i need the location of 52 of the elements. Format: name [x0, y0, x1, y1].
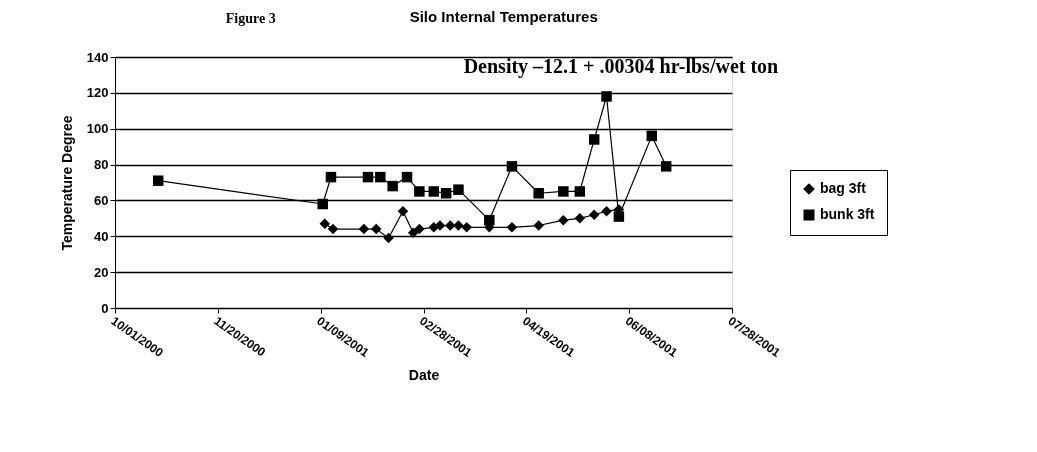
point: [428, 186, 440, 197]
point: [558, 214, 569, 226]
point: [440, 188, 452, 199]
point: [397, 205, 409, 217]
point: [362, 171, 374, 183]
legend-label: bunk 3ft: [820, 206, 875, 222]
point: [601, 91, 612, 102]
point: [319, 218, 331, 229]
point: [506, 161, 518, 172]
y-tick-label: 40: [94, 228, 109, 244]
annotation: Density –12.1 + .00304 hr-lbs/wet ton: [463, 55, 779, 78]
point: [484, 214, 495, 226]
point: [533, 220, 544, 231]
point: [533, 188, 544, 199]
y-tick-label: 20: [94, 264, 109, 280]
point: [660, 161, 672, 172]
point: [574, 213, 586, 224]
point: [407, 227, 419, 238]
y-tick-label: 100: [86, 121, 109, 137]
point: [375, 171, 386, 183]
point: [383, 232, 394, 244]
point: [461, 222, 472, 233]
point: [414, 223, 425, 235]
x-axis-title: Date: [408, 366, 440, 383]
point: [601, 205, 612, 217]
y-axis-title: Temperature Degree: [58, 115, 75, 251]
point: [453, 184, 464, 195]
point: [453, 220, 464, 231]
point: [414, 186, 425, 197]
chart-title: Silo Internal Temperatures: [409, 8, 598, 25]
point: [358, 223, 370, 235]
point: [588, 209, 600, 221]
y-tick-label: 0: [101, 300, 109, 316]
point: [558, 186, 569, 197]
point: [325, 171, 337, 183]
point: [327, 223, 339, 235]
point: [317, 198, 328, 210]
y-tick-label: 60: [94, 192, 109, 208]
point: [613, 211, 625, 222]
y-tick-label: 120: [86, 85, 109, 101]
legend-label: bag 3ft: [820, 180, 867, 196]
caption: Figure 3: [225, 11, 276, 26]
y-tick-label: 140: [86, 49, 109, 65]
point: [401, 171, 413, 183]
point: [574, 186, 586, 197]
point: [387, 180, 398, 192]
point: [646, 130, 658, 142]
point: [152, 175, 164, 186]
point: [506, 222, 518, 233]
point: [588, 134, 600, 145]
point: [370, 223, 382, 235]
y-tick-label: 80: [94, 157, 109, 173]
